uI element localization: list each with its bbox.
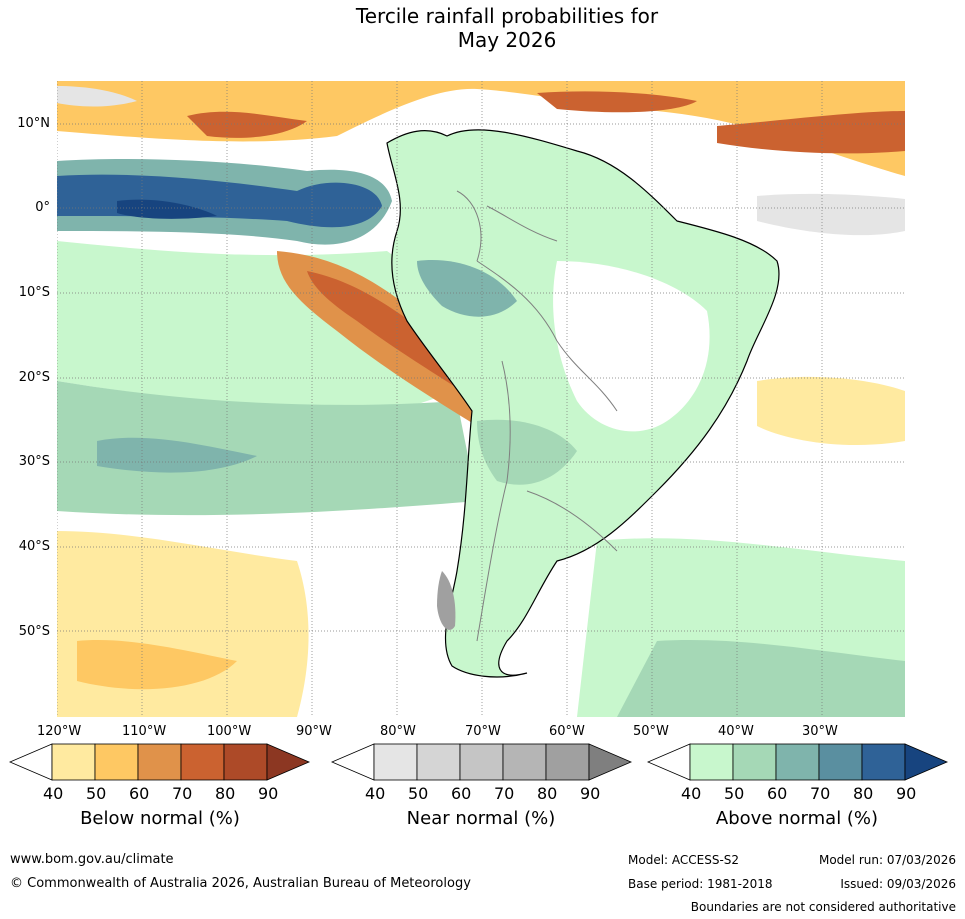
land-no-signal bbox=[553, 261, 710, 432]
land-above-normal-south bbox=[477, 419, 577, 485]
below-normal-region-atlantic bbox=[757, 376, 905, 446]
colorbar-above-tick-50: 50 bbox=[724, 784, 745, 803]
colorbar-near-swatch-4 bbox=[502, 743, 547, 781]
below-normal-diagonal-band-strong bbox=[307, 271, 477, 401]
land-above-normal-core bbox=[417, 260, 517, 317]
country-borders bbox=[456, 190, 618, 642]
lat-label-20s: 20°S bbox=[18, 370, 50, 385]
lon-label-80w: 80°W bbox=[380, 724, 416, 739]
colorbar-above-title: Above normal (%) bbox=[715, 808, 879, 829]
colorbar-above-tick-80: 80 bbox=[853, 784, 874, 803]
colorbar-near-swatch-2 bbox=[416, 743, 461, 781]
colorbar-near-tick-70: 70 bbox=[494, 784, 515, 803]
lon-label-70w: 70°W bbox=[465, 724, 501, 739]
colorbar-above-tick-90: 90 bbox=[896, 784, 917, 803]
colorbar-above-arrow-right bbox=[904, 743, 949, 781]
footer-disclaimer: Boundaries are not considered authoritat… bbox=[690, 900, 956, 914]
lat-label-50s: 50°S bbox=[18, 624, 50, 639]
colorbar-above-tick-60: 60 bbox=[767, 784, 788, 803]
below-normal-region-east-strong bbox=[717, 111, 905, 154]
lon-label-100w: 100°W bbox=[207, 724, 252, 739]
colorbar-near-swatch-5 bbox=[545, 743, 590, 781]
footer-issued: Issued: 09/03/2026 bbox=[840, 877, 956, 891]
colorbar-near-tick-50: 50 bbox=[408, 784, 429, 803]
colorbar-below-title: Below normal (%) bbox=[80, 808, 240, 829]
footer-website: www.bom.gov.au/climate bbox=[10, 852, 174, 867]
lon-label-90w: 90°W bbox=[296, 724, 332, 739]
below-normal-region-north-strong-2 bbox=[537, 91, 697, 113]
below-normal-region-north bbox=[57, 81, 905, 176]
near-normal-region-atlantic bbox=[757, 193, 905, 236]
colorbar-below-tick-40: 40 bbox=[43, 784, 64, 803]
colorbar-above-swatch-1 bbox=[689, 743, 734, 781]
above-normal-region-south-pacific bbox=[57, 381, 477, 516]
colorbar-near-swatch-3 bbox=[459, 743, 504, 781]
colorbar-below-swatch-5 bbox=[223, 743, 268, 781]
lon-label-120w: 120°W bbox=[37, 724, 82, 739]
colorbar-near-swatch-1 bbox=[373, 743, 418, 781]
footer-model: Model: ACCESS-S2 bbox=[628, 853, 740, 867]
lat-label-40s: 40°S bbox=[18, 539, 50, 554]
below-normal-region-north-strong bbox=[187, 111, 307, 138]
rainfall-probability-map bbox=[57, 81, 905, 717]
colorbar-near-arrow-right bbox=[588, 743, 633, 781]
near-normal-region-north-pacific bbox=[57, 86, 137, 107]
title-line-2: May 2026 bbox=[457, 28, 557, 52]
title-line-1: Tercile rainfall probabilities for bbox=[355, 4, 659, 28]
colorbar-above-tick-40: 40 bbox=[681, 784, 702, 803]
lat-label-0: 0° bbox=[35, 200, 50, 215]
colorbar-above-swatch-2 bbox=[732, 743, 777, 781]
colorbar-below-swatch-1 bbox=[51, 743, 96, 781]
colorbar-below-arrow-left bbox=[8, 743, 53, 781]
colorbar-near-tick-90: 90 bbox=[580, 784, 601, 803]
lat-label-30s: 30°S bbox=[18, 454, 50, 469]
colorbar-below-arrow-right bbox=[266, 743, 311, 781]
above-normal-region-atlantic-2 bbox=[617, 640, 905, 717]
colorbar-near-arrow-left bbox=[330, 743, 375, 781]
colorbar-below-swatch-3 bbox=[137, 743, 182, 781]
above-normal-region-central bbox=[57, 241, 487, 411]
map-title: Tercile rainfall probabilities for May 2… bbox=[0, 4, 965, 52]
lon-label-50w: 50°W bbox=[633, 724, 669, 739]
lon-label-110w: 110°W bbox=[122, 724, 167, 739]
land-near-normal-patagonia bbox=[437, 571, 456, 630]
colorbar-above-swatch-3 bbox=[775, 743, 820, 781]
colorbar-above-tick-70: 70 bbox=[810, 784, 831, 803]
colorbar-above bbox=[646, 743, 949, 781]
lon-label-40w: 40°W bbox=[718, 724, 754, 739]
colorbar-below-tick-50: 50 bbox=[86, 784, 107, 803]
below-normal-region-south bbox=[57, 531, 309, 717]
lon-label-60w: 60°W bbox=[549, 724, 585, 739]
colorbar-near bbox=[330, 743, 633, 781]
colorbar-near-tick-40: 40 bbox=[365, 784, 386, 803]
colorbar-above-swatch-5 bbox=[861, 743, 906, 781]
colorbar-below-tick-60: 60 bbox=[129, 784, 150, 803]
colorbar-below-swatch-2 bbox=[94, 743, 139, 781]
lat-label-10n: 10°N bbox=[17, 116, 50, 131]
below-normal-region-south-2 bbox=[77, 640, 237, 690]
footer-copyright: © Commonwealth of Australia 2026, Austra… bbox=[10, 876, 471, 891]
lat-label-10s: 10°S bbox=[18, 285, 50, 300]
colorbar-near-tick-60: 60 bbox=[451, 784, 472, 803]
colorbar-below-tick-90: 90 bbox=[258, 784, 279, 803]
colorbar-below-tick-70: 70 bbox=[172, 784, 193, 803]
colorbar-above-arrow-left bbox=[646, 743, 691, 781]
lon-label-30w: 30°W bbox=[802, 724, 838, 739]
footer-base-period: Base period: 1981-2018 bbox=[628, 877, 773, 891]
colorbar-below-swatch-4 bbox=[180, 743, 225, 781]
colorbars bbox=[8, 743, 949, 781]
colorbar-above-swatch-4 bbox=[818, 743, 863, 781]
gridlines bbox=[57, 81, 905, 717]
colorbar-near-title: Near normal (%) bbox=[406, 808, 556, 829]
footer-model-run: Model run: 07/03/2026 bbox=[818, 853, 956, 867]
colorbar-below bbox=[8, 743, 311, 781]
above-normal-region-deep bbox=[97, 437, 257, 473]
colorbar-near-tick-80: 80 bbox=[537, 784, 558, 803]
probability-field bbox=[57, 81, 905, 717]
colorbar-below-tick-80: 80 bbox=[215, 784, 236, 803]
